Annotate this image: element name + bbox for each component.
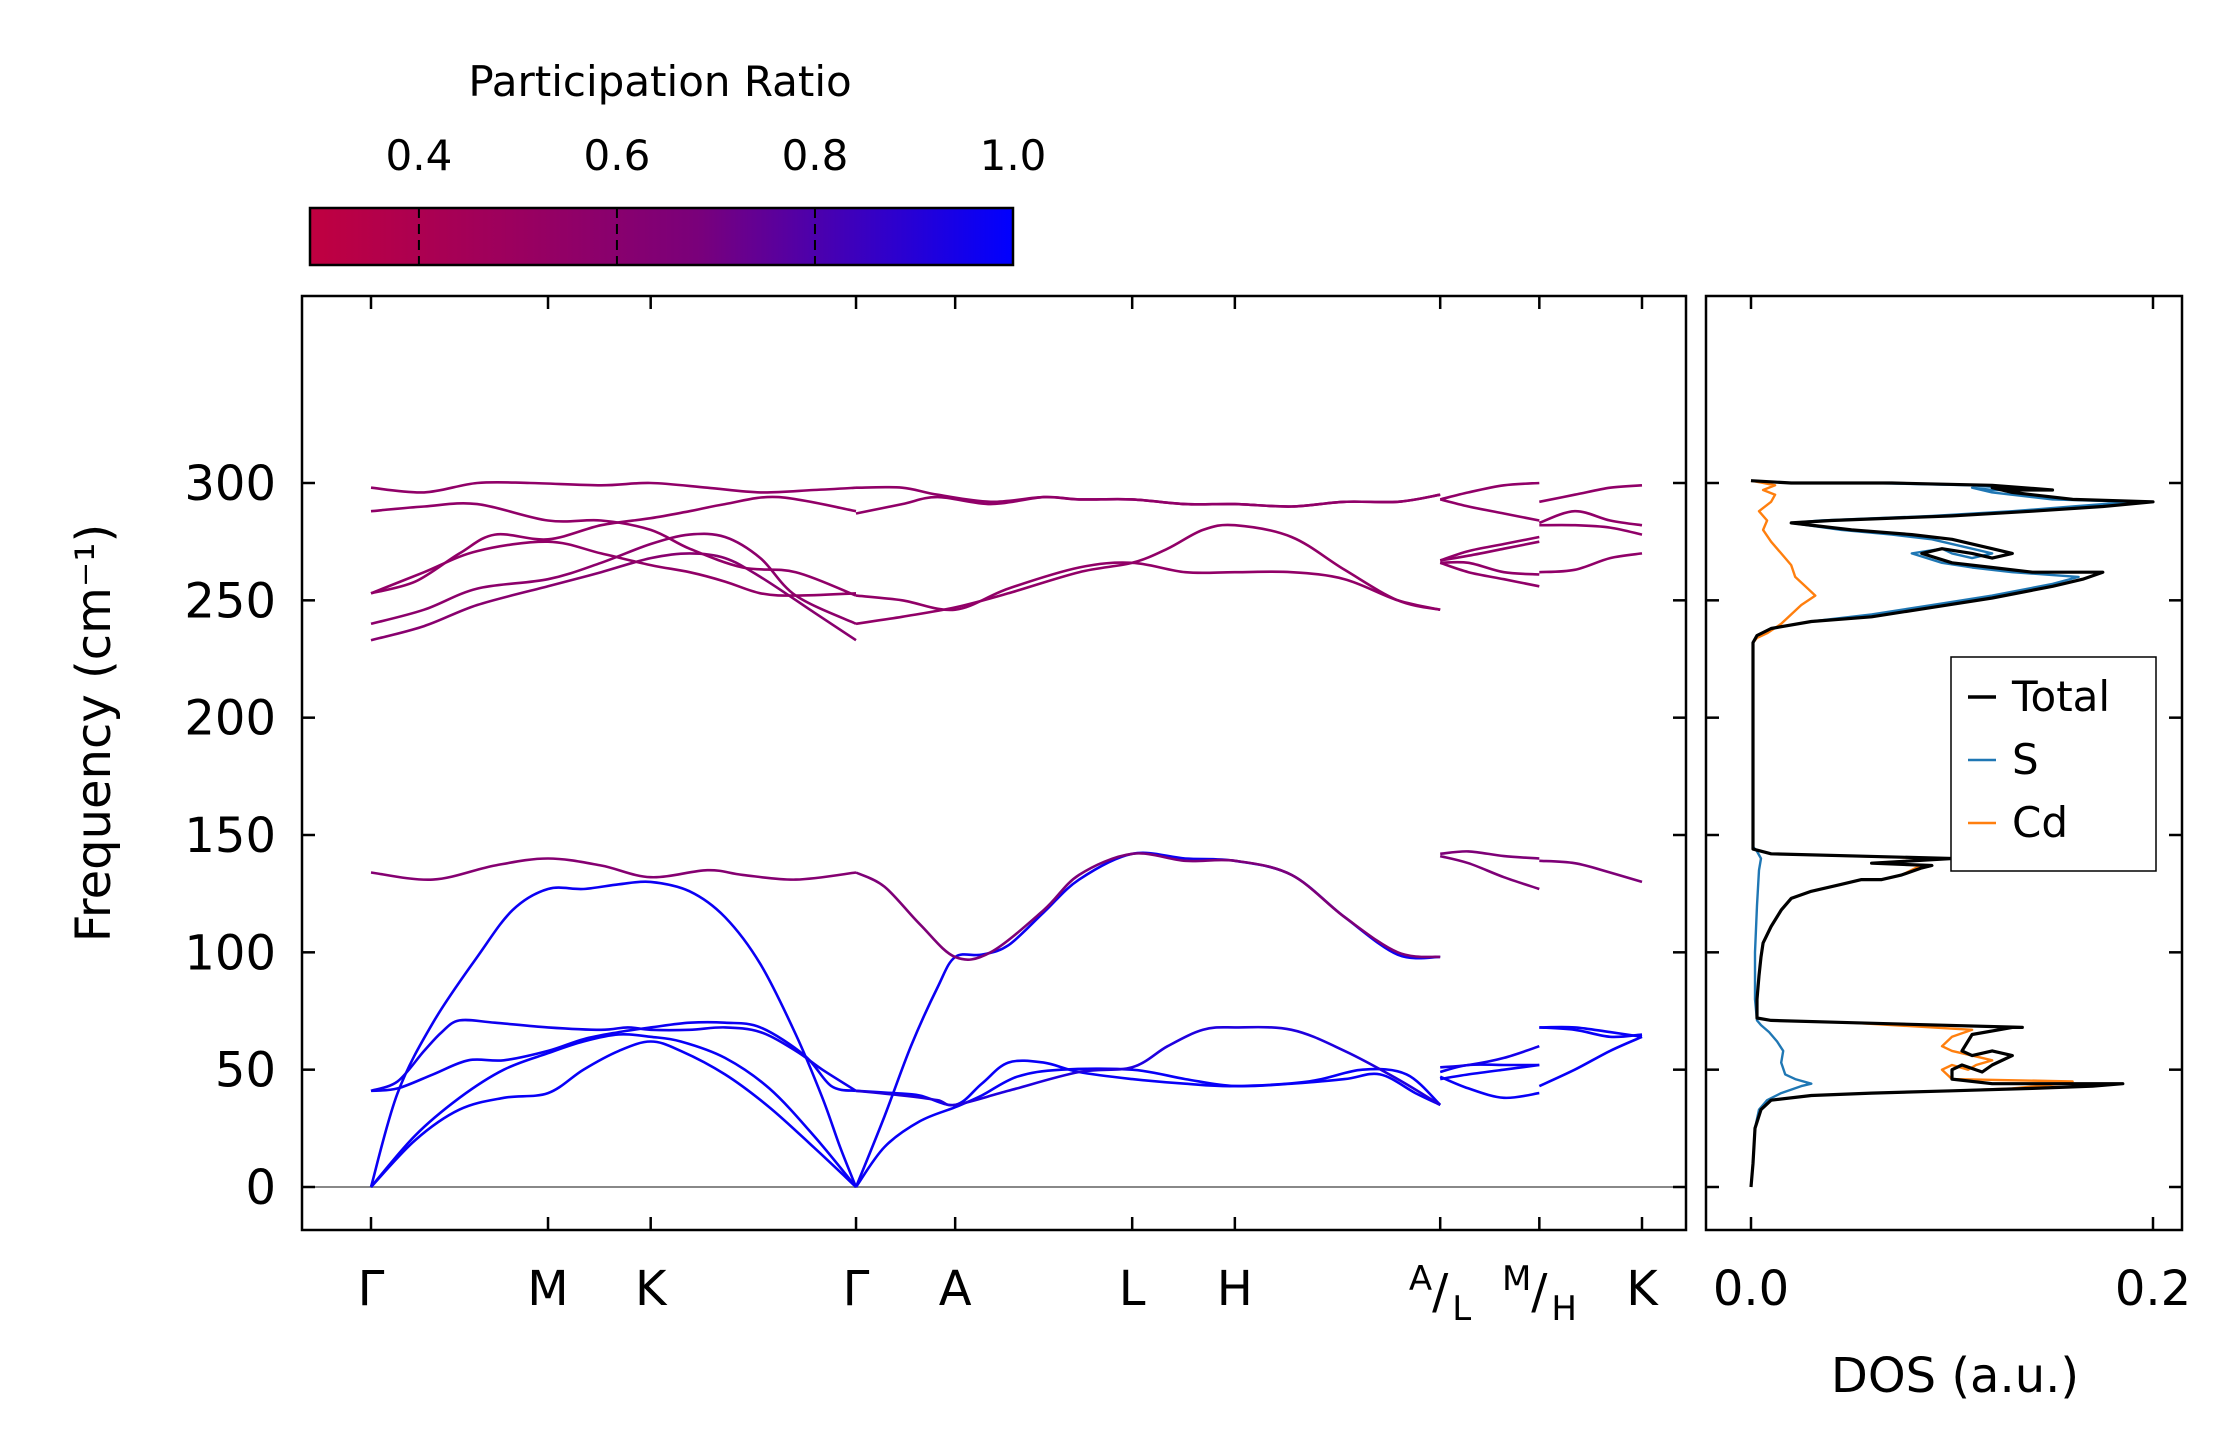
kpoint-label-slash: / xyxy=(1531,1264,1548,1320)
phonon-band-line xyxy=(1439,535,1540,562)
phonon-band-line xyxy=(855,852,1441,961)
y-tick-label: 50 xyxy=(215,1043,276,1099)
phonon-band-line xyxy=(855,493,1441,515)
colorbar-tick-label: 1.0 xyxy=(980,131,1047,180)
dos-line-s xyxy=(1749,479,2135,1188)
dos-axes-frame xyxy=(1704,294,2184,1232)
phonon-band-line xyxy=(370,1018,857,1093)
phonon-band-line xyxy=(370,1040,857,1188)
kpoint-label: Γ xyxy=(358,1261,385,1317)
phonon-band-line xyxy=(1439,1063,1540,1074)
phonon-band-line xyxy=(370,540,857,597)
phonon-bands xyxy=(369,480,1643,1188)
kpoint-label-right: L xyxy=(1452,1289,1471,1329)
kpoint-label: K xyxy=(635,1261,668,1317)
legend-label: Cd xyxy=(2012,798,2068,847)
kpath-axis: Γ M K Γ A L H A / LM / H K xyxy=(358,296,1659,1329)
kpoint-label-slash: / xyxy=(1432,1264,1449,1320)
colorbar-label: Participation Ratio xyxy=(468,57,851,106)
dos-panel: 0.0 0.2 DOS (a.u.) Total S Cd xyxy=(1704,294,2191,1404)
phonon-band-line xyxy=(1440,1044,1540,1069)
phonon-band-line xyxy=(855,1025,1441,1107)
y-tick-label: 150 xyxy=(184,808,276,864)
phonon-band-line xyxy=(370,552,857,642)
colorbar-bar xyxy=(308,206,1015,267)
phonon-band-line xyxy=(1538,1035,1643,1088)
phonon-band-line xyxy=(1539,859,1643,884)
phonon-band-line xyxy=(370,1020,857,1093)
dos-axis-label: DOS (a.u.) xyxy=(1831,1348,2079,1404)
phonon-band-line xyxy=(1440,540,1540,562)
legend-label: Total xyxy=(2011,672,2110,721)
dos-axis: 0.0 0.2 xyxy=(1706,296,2191,1317)
kpoint-label-right: H xyxy=(1551,1289,1577,1329)
phonon-band-line xyxy=(1539,484,1643,504)
y-tick-label: 200 xyxy=(184,691,276,747)
phonon-band-line xyxy=(1440,850,1540,860)
phonon-band-line xyxy=(854,851,1441,1188)
frequency-axis: 0 50 100 150 200 250 300 xyxy=(184,456,1686,1216)
dos-x-tick-label: 0.2 xyxy=(2115,1261,2191,1317)
phonon-band-line xyxy=(1439,854,1540,891)
legend-items: Total S Cd xyxy=(1968,672,2110,847)
band-axes-frame xyxy=(300,294,1688,1232)
phonon-band-line xyxy=(1440,560,1540,576)
phonon-band-line xyxy=(370,857,857,881)
dos-series xyxy=(1749,479,2155,1188)
phonon-band-line xyxy=(369,880,858,1188)
phonon-band-line xyxy=(854,1067,1441,1188)
phonon-band-line xyxy=(370,1033,858,1188)
kpoint-label-left: M xyxy=(1502,1259,1531,1299)
phonon-band-line xyxy=(1439,561,1540,588)
phonon-band-line xyxy=(855,561,1441,612)
y-tick-label: 100 xyxy=(184,925,276,981)
phonon-band-line xyxy=(1539,523,1643,536)
phonon-band-line xyxy=(370,532,857,626)
phonon-band-line xyxy=(1439,1075,1540,1100)
colorbar-ticks: 0.4 0.6 0.8 1.0 xyxy=(386,131,1047,265)
phonon-band-line xyxy=(370,495,857,595)
phonon-band-line xyxy=(1439,1063,1540,1081)
dos-line-total xyxy=(1749,479,2155,1188)
legend-label: S xyxy=(2012,735,2039,784)
frequency-axis-label: Frequency (cm⁻¹) xyxy=(66,524,122,942)
legend-box xyxy=(1950,656,2157,872)
colorbar-tick-label: 0.6 xyxy=(584,131,651,180)
colorbar-tick-label: 0.8 xyxy=(782,131,849,180)
kpoint-label: K xyxy=(1626,1261,1659,1317)
colorbar-tick-label: 0.4 xyxy=(386,131,453,180)
kpoint-label: L xyxy=(1119,1261,1146,1317)
y-tick-label: 300 xyxy=(184,456,276,512)
kpoint-label: A xyxy=(939,1261,972,1317)
phonon-band-line xyxy=(855,485,1441,508)
phonon-band-line xyxy=(855,1059,1442,1107)
phonon-band-line xyxy=(1439,498,1540,522)
kpoint-label: M xyxy=(527,1261,568,1317)
y-tick-label: 0 xyxy=(245,1160,276,1216)
phonon-band-line xyxy=(1539,552,1643,574)
phonon-band-line xyxy=(1538,509,1643,527)
kpoint-label-left: A xyxy=(1409,1259,1432,1299)
phonon-band-line xyxy=(370,502,857,597)
colorbar: Participation Ratio 0.4 0.6 0.8 1.0 xyxy=(308,57,1047,267)
dos-legend: Total S Cd xyxy=(1950,656,2157,872)
phonon-band-line xyxy=(1439,481,1540,501)
y-tick-label: 250 xyxy=(184,573,276,629)
kpoint-label: Γ xyxy=(843,1261,870,1317)
phonon-band-line xyxy=(855,523,1441,626)
phonon-band-line xyxy=(370,480,857,494)
dos-x-tick-label: 0.0 xyxy=(1713,1261,1789,1317)
phonon-band-line xyxy=(1539,1025,1643,1039)
kpoint-label: H xyxy=(1217,1261,1253,1317)
